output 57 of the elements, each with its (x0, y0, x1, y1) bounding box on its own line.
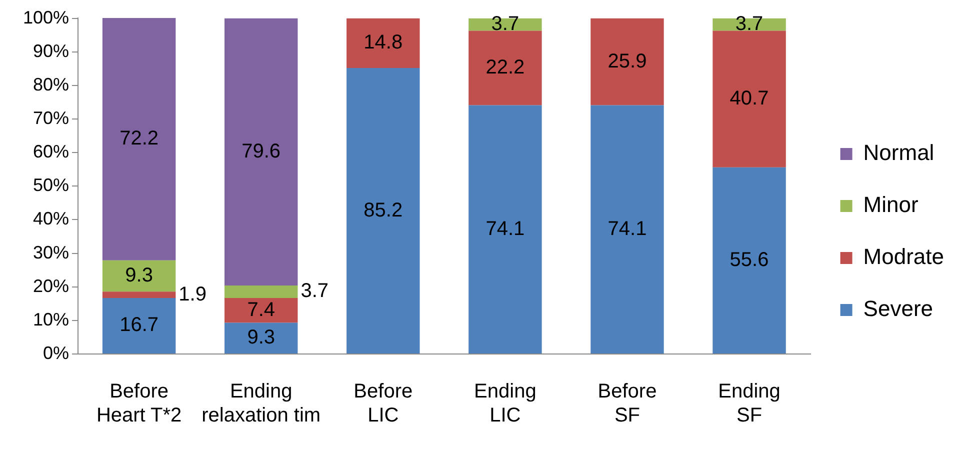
y-tick-label: 90% (33, 40, 70, 61)
data-label: 7.4 (247, 298, 276, 321)
data-label: 74.1 (608, 218, 647, 240)
bar (346, 68, 420, 354)
data-label: 3.7 (300, 280, 329, 302)
x-tick-label: Ending SF (718, 380, 780, 427)
data-label: 85.2 (364, 199, 403, 222)
data-label: 3.7 (735, 13, 764, 36)
bar (224, 286, 298, 298)
y-tick-label: 20% (33, 276, 70, 296)
y-tick-label: 40% (33, 208, 70, 229)
data-label: 74.1 (486, 218, 525, 240)
legend-label: Minor (863, 192, 918, 218)
x-tick-label: Before SF (598, 380, 657, 427)
bar (102, 292, 176, 298)
data-label: 40.7 (730, 88, 769, 110)
legend-label: Severe (863, 296, 934, 322)
data-label: 9.3 (247, 326, 276, 349)
bar (468, 105, 542, 354)
bar (712, 18, 786, 31)
data-label: 1.9 (178, 283, 206, 306)
bar (712, 167, 786, 354)
x-tick-label: Ending relaxation tim (202, 380, 321, 427)
x-tick-label: Before Heart T*2 (96, 380, 182, 427)
y-tick-label: 0% (43, 342, 70, 363)
bar (224, 322, 298, 354)
x-tick-label: Ending LIC (474, 380, 536, 427)
bar (468, 30, 542, 106)
legend-label: Modrate (863, 244, 944, 270)
data-label: 9.3 (125, 264, 153, 286)
y-tick-label: 60% (33, 142, 70, 162)
y-tick-label: 30% (33, 242, 70, 262)
bar (224, 298, 298, 323)
legend-label: Normal (863, 140, 934, 166)
x-tick-label: Before LIC (354, 380, 413, 427)
bar (102, 260, 176, 292)
bar (224, 18, 298, 286)
y-tick-label: 50% (33, 175, 70, 196)
data-label: 3.7 (491, 13, 520, 36)
y-tick-label: 10% (33, 309, 70, 330)
data-label: 16.7 (120, 314, 159, 336)
data-label: 55.6 (730, 248, 769, 271)
data-label: 22.2 (486, 56, 525, 79)
y-tick-label: 100% (22, 7, 70, 28)
data-label: 72.2 (120, 128, 159, 150)
bar (468, 18, 542, 31)
data-label: 25.9 (608, 50, 647, 72)
data-label: 14.8 (364, 32, 403, 54)
bar (102, 298, 176, 354)
bar (346, 18, 420, 68)
y-tick-label: 80% (33, 74, 70, 94)
data-label: 79.6 (242, 140, 281, 162)
bar (102, 18, 176, 260)
bar (590, 105, 664, 354)
bar (712, 30, 786, 168)
bar (590, 18, 664, 106)
y-tick-label: 70% (33, 108, 70, 128)
